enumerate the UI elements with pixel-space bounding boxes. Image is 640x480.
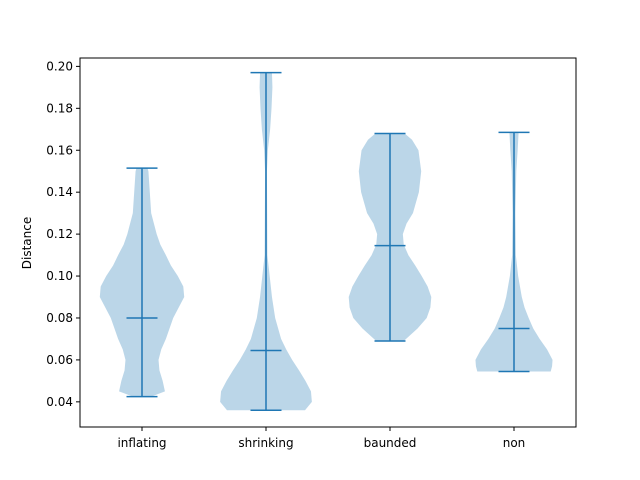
violin-non xyxy=(475,131,553,373)
violin-layer xyxy=(99,71,553,411)
x-tick-label: shrinking xyxy=(238,436,293,450)
x-axis: inflating shrinking baunded non xyxy=(117,427,525,450)
y-tick-label: 0.12 xyxy=(46,227,73,241)
violin-inflating xyxy=(99,167,185,398)
y-tick-label: 0.08 xyxy=(46,311,73,325)
y-tick-label: 0.06 xyxy=(46,353,73,367)
y-tick-label: 0.04 xyxy=(46,395,73,409)
y-axis: 0.04 0.06 0.08 0.10 0.12 0.14 0.16 0.18 0.20 xyxy=(46,59,80,409)
y-tick-label: 0.14 xyxy=(46,185,73,199)
y-tick-label: 0.10 xyxy=(46,269,73,283)
x-tick-label: baunded xyxy=(364,436,417,450)
y-tick-label: 0.16 xyxy=(46,143,73,157)
violin-shrinking xyxy=(220,71,312,411)
x-tick-label: non xyxy=(503,436,526,450)
plot-frame xyxy=(79,57,577,428)
y-tick-label: 0.20 xyxy=(46,59,73,73)
y-tick-label: 0.18 xyxy=(46,101,73,115)
x-tick-label: inflating xyxy=(117,436,166,450)
violin-baunded xyxy=(348,132,432,342)
y-axis-label: Distance xyxy=(20,217,34,269)
